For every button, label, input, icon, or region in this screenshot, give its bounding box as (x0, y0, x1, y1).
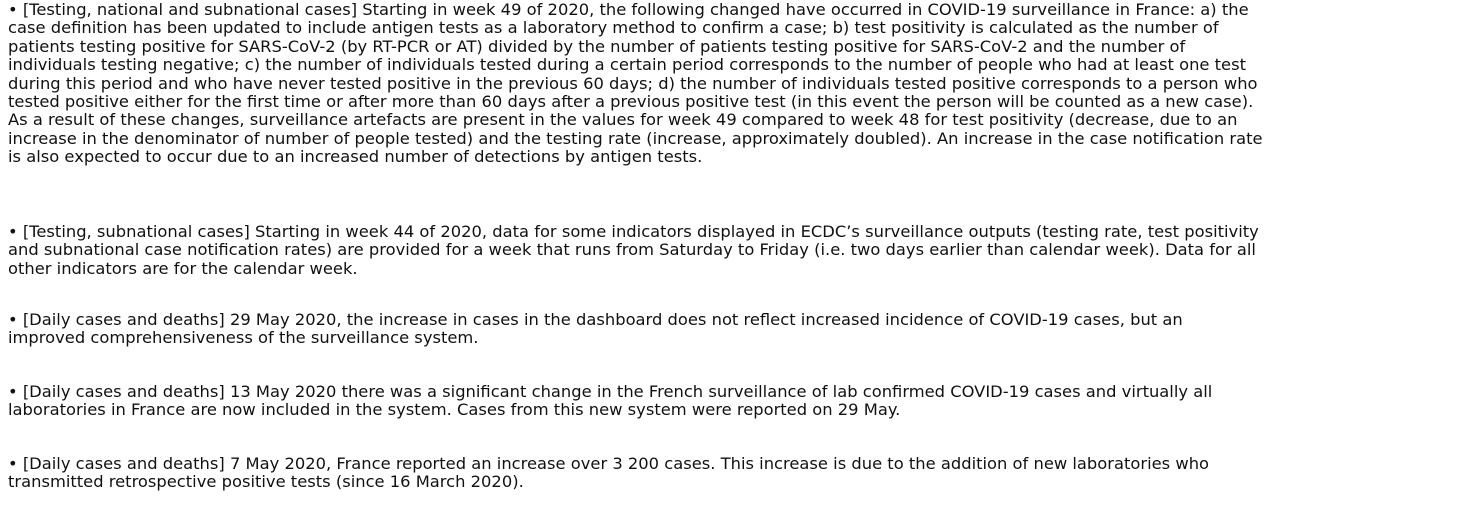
text-line: during this period and who have never te… (8, 73, 1258, 93)
text-line: As a result of these changes, surveillan… (8, 110, 1238, 130)
paragraph: • [Daily cases and deaths] 13 May 2020 t… (8, 382, 1465, 420)
text-line: • [Testing, national and subnational cas… (8, 0, 1249, 19)
text-line: case definition has been updated to incl… (8, 18, 1219, 38)
text-line: tested positive either for the first tim… (8, 91, 1254, 111)
text-line: and subnational case notification rates)… (8, 240, 1256, 260)
text-line: patients testing positive for SARS-CoV-2… (8, 36, 1186, 56)
paragraph: • [Testing, national and subnational cas… (8, 0, 1465, 167)
text-line: transmitted retrospective positive tests… (8, 472, 524, 492)
paragraph: • [Daily cases and deaths] 29 May 2020, … (8, 310, 1465, 348)
text-line: individuals testing negative; c) the num… (8, 55, 1246, 75)
text-line: • [Daily cases and deaths] 13 May 2020 t… (8, 382, 1213, 401)
text-line: other indicators are for the calendar we… (8, 258, 358, 278)
paragraph: • [Daily cases and deaths] 7 May 2020, F… (8, 454, 1465, 492)
text-line: • [Testing, subnational cases] Starting … (8, 222, 1259, 241)
text-line: • [Daily cases and deaths] 7 May 2020, F… (8, 454, 1210, 473)
text-line: is also expected to occur due to an incr… (8, 147, 703, 167)
paragraph: • [Testing, subnational cases] Starting … (8, 222, 1465, 278)
text-line: laboratories in France are now included … (8, 400, 901, 420)
text-line: increase in the denominator of number of… (8, 128, 1263, 148)
text-line: • [Daily cases and deaths] 29 May 2020, … (8, 310, 1183, 329)
text-line: improved comprehensiveness of the survei… (8, 328, 479, 348)
